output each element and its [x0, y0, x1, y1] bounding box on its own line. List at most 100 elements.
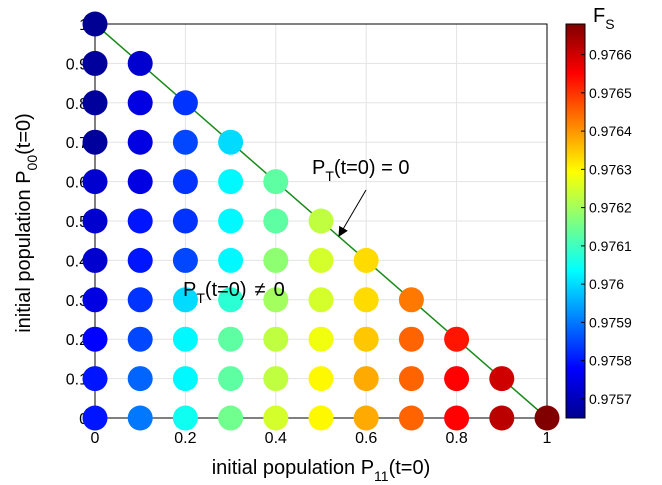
x-tick-label: 0.6: [355, 430, 377, 447]
data-point: [172, 90, 198, 116]
y-axis-label: initial population P00(t=0): [13, 113, 40, 333]
x-tick-label: 0.4: [265, 430, 287, 447]
data-point: [444, 405, 470, 431]
data-point: [127, 50, 153, 76]
data-point: [172, 169, 198, 195]
data-point: [172, 326, 198, 352]
colorbar-ticks: 0.9757 0.9758 0.9759 0.976 0.9761 0.9762 0.976…: [581, 47, 632, 407]
data-points: [82, 11, 560, 431]
data-point: [218, 405, 244, 431]
data-point: [127, 287, 153, 313]
data-point: [82, 287, 108, 313]
y-tick-label: 0.1: [66, 372, 88, 389]
y-tick-label: 0.2: [66, 332, 88, 349]
data-point: [489, 405, 515, 431]
colorbar: 0.9757 0.9758 0.9759 0.976 0.9761 0.9762 0.976…: [565, 5, 632, 419]
data-point: [218, 129, 244, 155]
data-point: [127, 208, 153, 234]
data-point: [263, 208, 289, 234]
data-point: [82, 247, 108, 273]
data-point: [444, 326, 470, 352]
data-point: [308, 287, 334, 313]
colorbar-label: FS: [593, 5, 615, 32]
data-point: [263, 326, 289, 352]
y-tick-label: 0.7: [66, 135, 88, 152]
colorbar-tick-label: 0.9766: [589, 47, 632, 63]
data-point: [263, 247, 289, 273]
y-tick-label: 0.8: [66, 96, 88, 113]
data-point: [218, 169, 244, 195]
y-tick-label: 0.3: [66, 293, 88, 310]
data-point: [82, 366, 108, 392]
y-tick-label: 0.5: [66, 214, 88, 231]
data-point: [398, 326, 424, 352]
data-point: [172, 405, 198, 431]
colorbar-tick-label: 0.9761: [589, 238, 632, 254]
data-point: [308, 326, 334, 352]
data-point: [263, 287, 289, 313]
colorbar-tick-label: 0.976: [589, 276, 624, 292]
data-point: [82, 169, 108, 195]
colorbar-tick-label: 0.9759: [589, 314, 632, 330]
data-point: [172, 366, 198, 392]
data-point: [172, 208, 198, 234]
annotation-arrow: [338, 189, 367, 237]
data-point: [82, 129, 108, 155]
data-point: [489, 366, 515, 392]
data-point: [534, 405, 560, 431]
data-point: [82, 326, 108, 352]
colorbar-tick-label: 0.9765: [589, 85, 632, 101]
x-axis-label: initial population P11(t=0): [212, 457, 431, 484]
data-point: [82, 11, 108, 37]
data-point: [127, 366, 153, 392]
colorbar-tick-label: 0.9758: [589, 353, 632, 369]
data-point: [127, 129, 153, 155]
data-point: [172, 247, 198, 273]
data-point: [308, 405, 334, 431]
data-point: [308, 208, 334, 234]
data-point: [398, 287, 424, 313]
colorbar-tick-label: 0.9757: [589, 391, 632, 407]
data-point: [263, 405, 289, 431]
data-point: [398, 405, 424, 431]
x-tick-label: 1: [543, 430, 552, 447]
data-point: [353, 366, 379, 392]
y-tick-label: 0.6: [66, 175, 88, 192]
data-point: [127, 169, 153, 195]
data-point: [82, 405, 108, 431]
data-point: [263, 169, 289, 195]
colorbar-gradient: [565, 23, 586, 419]
data-point: [353, 287, 379, 313]
data-point: [172, 287, 198, 313]
data-point: [127, 405, 153, 431]
data-point: [218, 366, 244, 392]
data-point: [82, 90, 108, 116]
data-point: [82, 208, 108, 234]
x-tick-label: 0.2: [174, 430, 196, 447]
data-point: [308, 366, 334, 392]
data-point: [263, 366, 289, 392]
x-tick-label: 0.8: [445, 430, 467, 447]
data-point: [444, 366, 470, 392]
data-point: [127, 90, 153, 116]
y-axis-ticks: 00.10.20.30.40.50.60.70.80.91: [66, 17, 88, 428]
colorbar-tick-label: 0.9764: [589, 123, 632, 139]
data-point: [82, 50, 108, 76]
data-point: [353, 326, 379, 352]
x-tick-label: 0: [91, 430, 100, 447]
x-axis-ticks: 0 0.2 0.4 0.6 0.8 1: [91, 430, 552, 447]
data-point: [218, 287, 244, 313]
colorbar-tick-label: 0.9763: [589, 161, 632, 177]
data-point: [172, 129, 198, 155]
annotation-pt-nonzero: PT(t=0) ≠ 0: [183, 279, 285, 306]
y-tick-label: 0.9: [66, 56, 88, 73]
data-point: [218, 326, 244, 352]
data-point: [218, 208, 244, 234]
data-point: [127, 326, 153, 352]
data-point: [308, 247, 334, 273]
data-point: [353, 247, 379, 273]
data-point: [398, 366, 424, 392]
data-point: [353, 405, 379, 431]
colorbar-tick-label: 0.9762: [589, 200, 632, 216]
